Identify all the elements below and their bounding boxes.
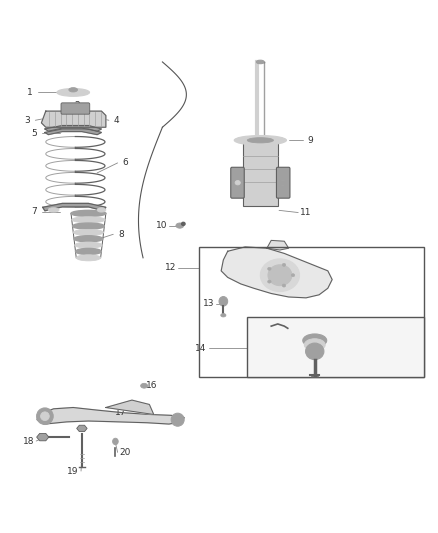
Ellipse shape	[279, 180, 286, 185]
Ellipse shape	[48, 208, 59, 212]
Ellipse shape	[268, 265, 292, 286]
Polygon shape	[106, 400, 154, 415]
Ellipse shape	[221, 313, 226, 317]
Ellipse shape	[282, 284, 286, 287]
Polygon shape	[45, 129, 102, 135]
FancyBboxPatch shape	[231, 167, 244, 198]
Ellipse shape	[73, 223, 104, 229]
Polygon shape	[42, 111, 106, 127]
Polygon shape	[221, 247, 332, 298]
Ellipse shape	[171, 413, 184, 426]
Ellipse shape	[72, 217, 105, 223]
Text: 20: 20	[120, 448, 131, 457]
Text: 6: 6	[123, 158, 128, 167]
Polygon shape	[77, 425, 87, 432]
Ellipse shape	[291, 273, 295, 277]
Bar	[247, 317, 424, 377]
Ellipse shape	[282, 263, 286, 266]
Text: 9: 9	[307, 136, 313, 145]
Ellipse shape	[260, 259, 300, 292]
Text: 4: 4	[114, 116, 120, 125]
Text: 18: 18	[23, 437, 34, 446]
Bar	[199, 247, 424, 377]
Ellipse shape	[176, 223, 184, 228]
Text: 17: 17	[115, 408, 127, 417]
Polygon shape	[37, 408, 184, 424]
Ellipse shape	[97, 208, 106, 212]
Ellipse shape	[268, 267, 271, 270]
Ellipse shape	[76, 255, 101, 261]
Polygon shape	[45, 125, 102, 131]
Text: 2: 2	[75, 101, 80, 110]
Ellipse shape	[182, 222, 185, 225]
Ellipse shape	[75, 248, 101, 254]
Text: 8: 8	[118, 230, 124, 239]
Ellipse shape	[71, 211, 106, 216]
Text: 11: 11	[300, 208, 312, 217]
Ellipse shape	[235, 181, 240, 185]
Ellipse shape	[268, 280, 271, 283]
Ellipse shape	[234, 135, 286, 145]
Ellipse shape	[303, 334, 327, 347]
Ellipse shape	[41, 412, 49, 421]
Ellipse shape	[74, 236, 103, 242]
Polygon shape	[267, 240, 289, 250]
Ellipse shape	[69, 87, 78, 92]
Ellipse shape	[280, 181, 286, 185]
Text: 5: 5	[31, 129, 37, 138]
Text: 7: 7	[31, 207, 37, 216]
FancyBboxPatch shape	[61, 103, 90, 114]
Ellipse shape	[219, 296, 228, 306]
Text: 1: 1	[27, 88, 32, 97]
Ellipse shape	[37, 408, 53, 424]
Text: 19: 19	[67, 466, 79, 475]
Ellipse shape	[256, 60, 264, 63]
Text: 13: 13	[203, 300, 214, 309]
Ellipse shape	[247, 138, 273, 143]
Ellipse shape	[75, 242, 102, 248]
Text: 3: 3	[25, 116, 30, 125]
Ellipse shape	[113, 438, 118, 445]
Ellipse shape	[73, 229, 104, 236]
Text: 16: 16	[146, 381, 157, 390]
Bar	[243, 140, 278, 206]
Polygon shape	[43, 204, 106, 211]
Ellipse shape	[68, 103, 85, 109]
Ellipse shape	[57, 88, 89, 96]
FancyBboxPatch shape	[276, 167, 290, 198]
Ellipse shape	[306, 343, 324, 360]
Ellipse shape	[304, 339, 325, 351]
Text: 12: 12	[165, 263, 176, 272]
Polygon shape	[37, 433, 49, 441]
Text: 14: 14	[195, 344, 206, 353]
Ellipse shape	[141, 383, 148, 388]
Text: 15: 15	[313, 325, 325, 334]
Text: 10: 10	[156, 221, 167, 230]
